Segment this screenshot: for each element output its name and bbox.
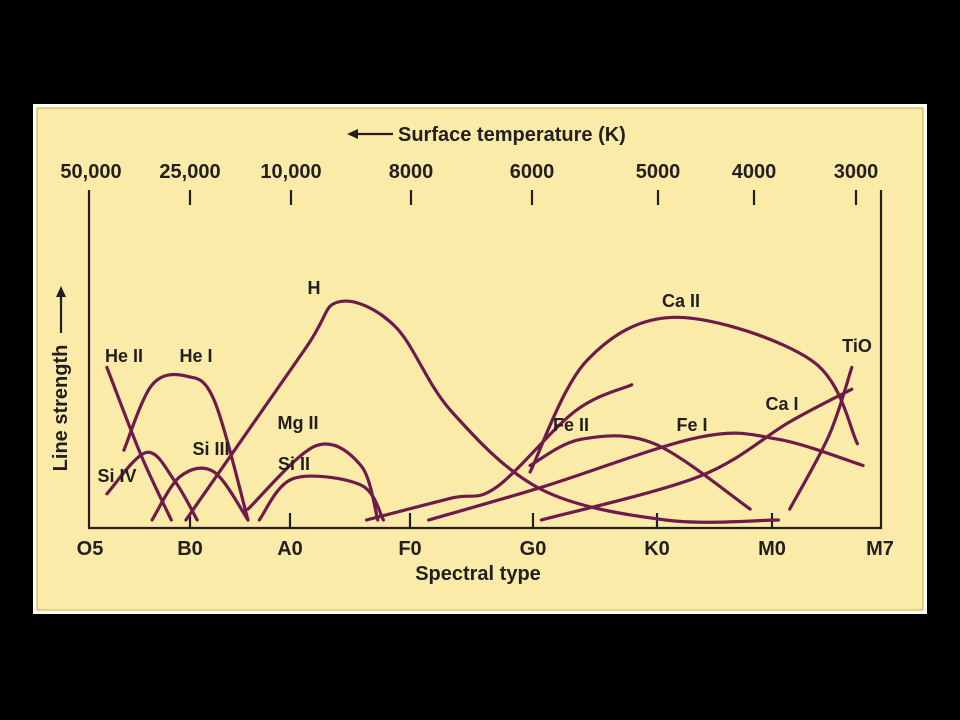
series-label-si-iii: Si III: [192, 439, 229, 459]
series-line-fe-i: [427, 431, 865, 522]
top-tick-label-25-000: 25,000: [159, 161, 220, 183]
series-line-fe-ii: [528, 434, 752, 511]
series-line-h: [184, 299, 780, 524]
series-line-si-iv: [105, 450, 199, 522]
series-label-si-iv: Si IV: [97, 466, 136, 486]
bottom-ticks: O5 B0 A0 F0 G0 K0 M0 M7: [77, 513, 894, 560]
top-tick-label-3000: 3000: [834, 161, 879, 183]
series-labels: He II He I Si IV Si III Mg II Si II H Ca II Fe I…: [97, 278, 871, 486]
top-tick-label-6000: 6000: [510, 161, 555, 183]
bottom-tick-label-o5: O5: [77, 538, 104, 560]
series-label-tio: TiO: [842, 336, 872, 356]
top-ticks: 50,000 25,000 10,000 8000 6000 5000 4000 3000: [60, 161, 878, 205]
series-label-ca-i: Ca I: [765, 394, 798, 414]
top-tick-label-4000: 4000: [732, 161, 777, 183]
top-tick-label-50-000: 50,000: [60, 161, 121, 183]
series-line-si-ii: [257, 474, 385, 522]
top-tick-label-5000: 5000: [636, 161, 681, 183]
series-line-tio: [788, 365, 854, 511]
top-tick-label-8000: 8000: [389, 161, 434, 183]
unlabeled-line-1: [364, 383, 634, 522]
curves: [105, 299, 865, 524]
bottom-tick-label-g0: G0: [520, 538, 547, 560]
series-line-si-iii: [150, 466, 250, 522]
series-label-fe-ii: Fe II: [553, 415, 589, 435]
plot-frame: [87, 190, 883, 530]
bottom-tick-label-b0: B0: [177, 538, 203, 560]
arrow-up-head: [56, 286, 66, 297]
series-label-he-i: He I: [179, 346, 212, 366]
arrow-left-head: [347, 129, 358, 139]
series-line-ca-i: [539, 387, 854, 522]
series-label-h: H: [308, 278, 321, 298]
series-line-mg-ii: [246, 442, 380, 522]
series-label-mg-ii: Mg II: [278, 413, 319, 433]
series-label-ca-ii: Ca II: [662, 291, 700, 311]
top-axis-label: Surface temperature (K): [398, 124, 626, 146]
top-axis-title: Surface temperature (K): [347, 124, 626, 146]
figure-panel: [36, 107, 924, 611]
series-label-fe-i: Fe I: [676, 415, 707, 435]
bottom-tick-label-a0: A0: [277, 538, 303, 560]
series-label-he-ii: He II: [105, 346, 143, 366]
series-label-si-ii: Si II: [278, 454, 310, 474]
y-axis-label: Line strength: [50, 345, 72, 472]
series-line-ca-ii: [528, 315, 859, 474]
y-axis-title: Line strength: [50, 286, 72, 471]
top-tick-label-10-000: 10,000: [260, 161, 321, 183]
x-axis-label: Spectral type: [415, 563, 541, 585]
bottom-tick-label-f0: F0: [398, 538, 421, 560]
bottom-tick-label-m7: M7: [866, 538, 894, 560]
bottom-tick-label-k0: K0: [644, 538, 670, 560]
bottom-tick-label-m0: M0: [758, 538, 786, 560]
